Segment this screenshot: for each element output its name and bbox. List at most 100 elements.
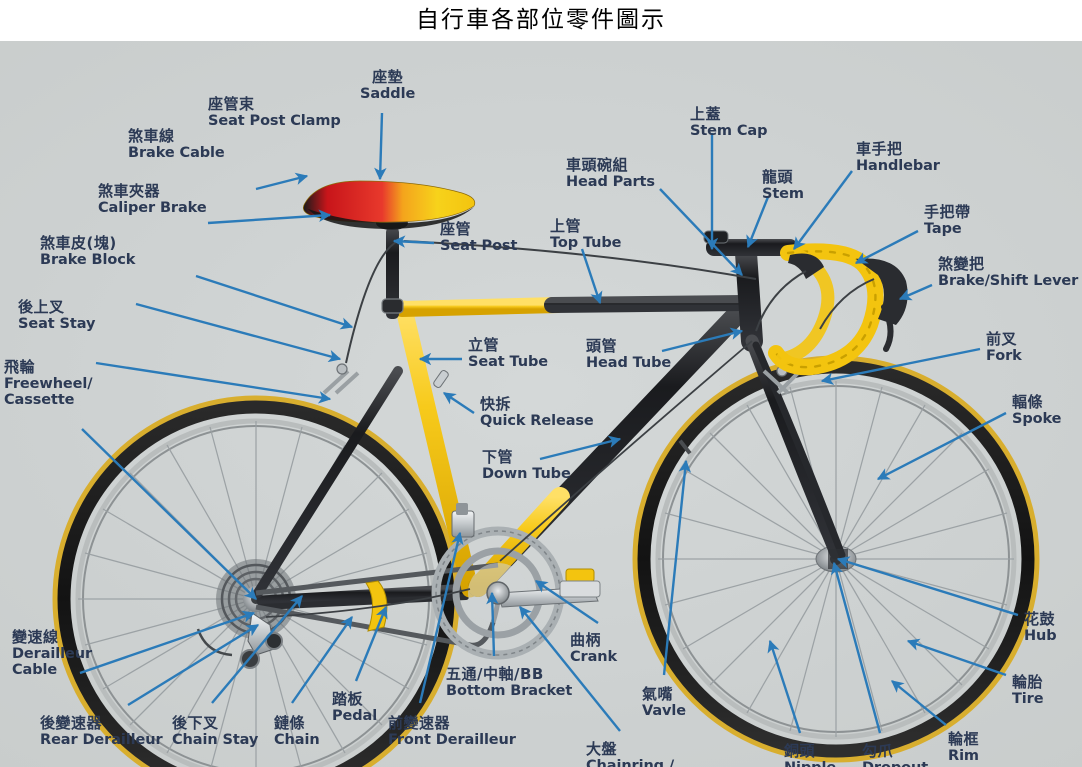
label-spoke-zh: 輻條 bbox=[1012, 393, 1044, 411]
label-rim-en: Rim bbox=[948, 747, 979, 764]
label-tape-zh: 手把帶 bbox=[924, 203, 971, 221]
label-seat-tube: 立管 Seat Tube bbox=[468, 337, 548, 370]
label-freewheel: 飛輪 Freewheel/Cassette bbox=[4, 358, 93, 409]
label-head-parts: 車頭碗組 Head Parts bbox=[566, 157, 655, 190]
label-chain-stay-en: Chain Stay bbox=[172, 731, 259, 748]
label-seat-tube-zh: 立管 bbox=[468, 336, 500, 354]
label-caliper-brake-zh: 煞車夾器 bbox=[98, 182, 161, 200]
label-dropout-en: Dropout bbox=[862, 760, 928, 767]
label-tape: 手把帶 Tape bbox=[924, 204, 971, 237]
label-seat-post-clamp-en: Seat Post Clamp bbox=[208, 112, 341, 129]
label-front-derailleur: 前變速器 Front Derailleur bbox=[388, 715, 516, 748]
rear-wheel bbox=[52, 395, 460, 767]
label-seat-post-clamp: 座管束 Seat Post Clamp bbox=[208, 96, 341, 129]
label-derailleur-cable: 變速線 Derailleur Cable bbox=[12, 629, 92, 678]
label-brake-block-en: Brake Block bbox=[40, 251, 136, 268]
label-pedal: 踏板 Pedal bbox=[332, 691, 377, 724]
label-rim: 輪框 Rim bbox=[948, 731, 979, 764]
label-brake-shift-lever-zh: 煞變把 bbox=[938, 255, 985, 273]
label-saddle-en: Saddle bbox=[360, 85, 416, 102]
dropout bbox=[828, 549, 848, 569]
label-brake-cable-en: Brake Cable bbox=[128, 144, 225, 161]
front-derailleur bbox=[451, 503, 475, 538]
label-rim-zh: 輪框 bbox=[948, 730, 980, 748]
label-down-tube: 下管 Down Tube bbox=[482, 449, 571, 482]
label-seat-tube-en: Seat Tube bbox=[468, 353, 548, 370]
label-stem-cap: 上蓋 Stem Cap bbox=[690, 106, 767, 139]
label-chain-stay: 後下叉 Chain Stay bbox=[172, 715, 258, 748]
label-top-tube-en: Top Tube bbox=[550, 234, 622, 251]
label-crank-zh: 曲柄 bbox=[570, 631, 602, 649]
label-chain-en: Chain bbox=[274, 731, 320, 748]
label-tire-zh: 輪胎 bbox=[1012, 673, 1044, 691]
label-stem-cap-zh: 上蓋 bbox=[690, 105, 722, 123]
label-quick-release-zh: 快拆 bbox=[480, 395, 512, 413]
label-top-tube: 上管 Top Tube bbox=[550, 218, 621, 251]
brake-shift-lever-right bbox=[856, 258, 908, 352]
label-pedal-zh: 踏板 bbox=[332, 690, 364, 708]
label-seat-post-clamp-zh: 座管束 bbox=[208, 95, 255, 113]
page-title: 自行車各部位零件圖示 bbox=[0, 0, 1082, 41]
label-dropout-zh: 勾爪 bbox=[862, 742, 894, 760]
label-front-derailleur-zh: 前變速器 bbox=[388, 714, 451, 732]
label-freewheel-zh: 飛輪 bbox=[4, 358, 36, 376]
label-bottom-bracket: 五通/中軸/BB Bottom Bracket bbox=[446, 666, 572, 699]
label-hub: 花鼓 Hub bbox=[1024, 611, 1057, 644]
label-caliper-brake-en: Caliper Brake bbox=[98, 199, 207, 216]
label-brake-block: 煞車皮(塊) Brake Block bbox=[40, 235, 135, 268]
stem-cap bbox=[703, 230, 729, 244]
label-top-tube-zh: 上管 bbox=[550, 217, 582, 235]
pedal-right bbox=[559, 568, 601, 598]
label-front-derailleur-en: Front Derailleur bbox=[388, 731, 516, 748]
label-stem-cap-en: Stem Cap bbox=[690, 122, 768, 139]
label-quick-release: 快拆 Quick Release bbox=[480, 396, 594, 429]
label-brake-shift-lever-en: Brake/Shift Lever bbox=[938, 272, 1079, 289]
label-bottom-bracket-en: Bottom Bracket bbox=[446, 682, 573, 699]
label-nipple-zh: 銅頭 bbox=[784, 742, 816, 760]
label-nipple-en: Nipple bbox=[784, 760, 836, 767]
label-crank-en: Crank bbox=[570, 648, 618, 665]
quick-release bbox=[433, 370, 449, 388]
label-saddle-zh: 座墊 bbox=[372, 68, 404, 86]
valve-stem bbox=[678, 439, 692, 455]
label-down-tube-zh: 下管 bbox=[482, 448, 514, 466]
label-spoke-en: Spoke bbox=[1012, 410, 1062, 427]
label-hub-en: Hub bbox=[1024, 627, 1057, 644]
label-chainring-en: Chainring / bbox=[586, 757, 675, 767]
label-fork: 前叉 Fork bbox=[986, 331, 1022, 364]
label-dropout: 勾爪Dropout bbox=[862, 743, 928, 767]
brake-shift-lever-left bbox=[788, 253, 824, 279]
label-chain: 鏈條 Chain bbox=[274, 715, 320, 748]
label-hub-zh: 花鼓 bbox=[1024, 610, 1056, 628]
label-brake-cable: 煞車線 Brake Cable bbox=[128, 128, 225, 161]
label-chain-stay-zh: 後下叉 bbox=[172, 714, 219, 732]
label-derailleur-cable-en: Derailleur bbox=[12, 645, 93, 662]
label-quick-release-en: Quick Release bbox=[480, 412, 594, 429]
label-seat-post: 座管 Seat Post bbox=[440, 221, 517, 254]
label-seat-stay-zh: 後上叉 bbox=[18, 298, 65, 316]
label-caliper-brake: 煞車夾器 Caliper Brake bbox=[98, 183, 207, 216]
label-freewheel-en2: Cassette bbox=[4, 392, 75, 409]
label-saddle: 座墊 Saddle bbox=[360, 69, 415, 102]
bicycle-parts-diagram: 座墊 Saddle 座管束 Seat Post Clamp 煞車線 Brake Cable… bbox=[0, 41, 1082, 767]
label-valve-zh: 氣嘴 bbox=[642, 685, 674, 703]
label-valve: 氣嘴 Vavle bbox=[642, 686, 686, 719]
label-fork-en: Fork bbox=[986, 347, 1022, 364]
label-spoke: 輻條 Spoke bbox=[1012, 394, 1061, 427]
label-seat-post-zh: 座管 bbox=[440, 220, 472, 238]
label-tire: 輪胎 Tire bbox=[1012, 673, 1044, 707]
label-brake-shift-lever: 煞變把 Brake/Shift Lever bbox=[938, 256, 1078, 289]
label-nipple: 銅頭Nipple bbox=[784, 743, 836, 767]
label-stem-zh: 龍頭 bbox=[762, 168, 794, 186]
label-rear-derailleur: 後變速器 Rear Derailleur bbox=[40, 715, 163, 748]
label-brake-block-zh: 煞車皮(塊) bbox=[40, 234, 117, 252]
label-handlebar-zh: 車手把 bbox=[856, 140, 903, 158]
label-down-tube-en: Down Tube bbox=[482, 465, 571, 482]
label-derailleur-cable-zh: 變速線 bbox=[12, 628, 59, 646]
label-crank: 曲柄 Crank bbox=[570, 632, 617, 665]
label-chainring-zh: 大盤 bbox=[586, 740, 618, 758]
label-head-tube-zh: 頭管 bbox=[586, 337, 618, 355]
label-freewheel-en: Freewheel/ bbox=[4, 375, 93, 392]
label-fork-zh: 前叉 bbox=[986, 330, 1018, 348]
